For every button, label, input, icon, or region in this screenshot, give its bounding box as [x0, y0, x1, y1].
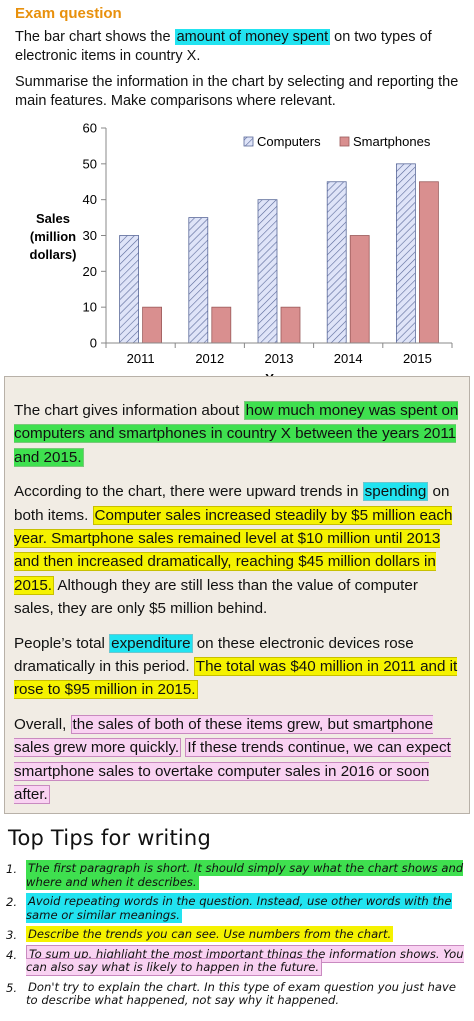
- legend-label: Smartphones: [353, 134, 431, 149]
- y-axis: 0 10 20 30 40 50 60: [83, 121, 107, 351]
- tip-item: 1. The first paragraph is short. It shoul…: [6, 860, 470, 890]
- tip-number: 3.: [6, 928, 18, 942]
- y-tick-label: 30: [83, 228, 97, 243]
- legend-swatch-computers: [243, 136, 254, 147]
- answer-paragraph-2: According to the chart, there were upwar…: [14, 480, 461, 620]
- tips-list: 1. The first paragraph is short. It shoul…: [6, 860, 470, 1014]
- question-instruction: Summarise the information in the chart b…: [15, 74, 459, 109]
- x-tick-label: 2012: [195, 351, 224, 366]
- intro-text-a: The bar chart shows the: [15, 29, 175, 45]
- answer-p2-text-a: According to the chart, there were upwar…: [14, 483, 363, 501]
- y-tick-label: 20: [83, 264, 97, 279]
- y-tick-label: 10: [83, 300, 97, 315]
- tip-item: 5. Don't try to explain the chart. In thi…: [6, 979, 470, 1008]
- bar-smartphones: [280, 306, 301, 344]
- answer-paragraph-4: Overall, the sales of both of these item…: [14, 713, 461, 807]
- x-tick-label: 2013: [265, 351, 294, 366]
- y-axis-label-line: Sales: [36, 211, 70, 226]
- bar-chart: 0 10 20 30 40 50 60 2011 2012 2013 2014 2015 Compu…: [30, 121, 453, 385]
- bar-computers: [119, 235, 139, 344]
- answer-p3-text-b: on these electronic devices rose dramati…: [14, 634, 414, 676]
- x-tick-label: 2015: [403, 351, 432, 366]
- question-intro: The bar chart shows the amount of money …: [15, 28, 467, 66]
- x-tick-label: 2011: [127, 351, 155, 366]
- bar-computers: [395, 163, 416, 344]
- bar-smartphones: [211, 306, 232, 344]
- tip-text: The first paragraph is short. It should …: [26, 860, 464, 890]
- y-tick-label: 40: [83, 192, 97, 207]
- answer-p2-text-b: on both items.: [14, 483, 450, 524]
- intro-text-b: on two types of electronic items in coun…: [15, 29, 432, 64]
- tip-text: Describe the trends you can see. Use num…: [26, 926, 394, 942]
- answer-p1-text: The chart gives information about: [14, 402, 244, 419]
- tip-item: 2. Avoid repeating words in the question.…: [6, 893, 470, 923]
- intro-highlight: amount of money spent: [174, 29, 331, 45]
- tips-title: Top Tips for writing: [8, 826, 211, 850]
- x-tick-label: 2014: [334, 351, 363, 366]
- y-tick-label: 0: [90, 336, 97, 351]
- answer-p3-text-a: People’s total: [14, 634, 110, 652]
- answer-p4-text-a: Overall,: [14, 715, 71, 733]
- x-axis: 2011 2012 2013 2014 2015: [105, 342, 453, 366]
- answer-paragraph-3: People’s total expenditure on these elec…: [14, 632, 461, 702]
- tip-item: 3. Describe the trends you can see. Use n…: [6, 926, 470, 942]
- legend-swatch-smartphones: [339, 136, 350, 147]
- y-axis-label-line: dollars): [30, 247, 77, 262]
- answer-p2-highlight-1: spending: [362, 482, 429, 502]
- bar-smartphones: [418, 181, 439, 344]
- answer-p3-highlight-1: expenditure: [109, 633, 193, 653]
- tip-number: 5.: [6, 980, 18, 995]
- tip-number: 4.: [6, 947, 18, 962]
- bar-smartphones: [349, 235, 370, 344]
- tip-text: To sum up, highlight the most important …: [26, 944, 464, 976]
- bars: [119, 163, 439, 344]
- tip-number: 2.: [6, 895, 18, 909]
- tip-number: 1.: [6, 862, 18, 876]
- bar-computers: [257, 199, 278, 344]
- bar-computers: [326, 181, 347, 344]
- exam-question-title: Exam question: [15, 5, 122, 22]
- y-tick-label: 60: [83, 121, 97, 136]
- legend-label: Computers: [257, 134, 321, 149]
- bar-computers: [188, 217, 209, 344]
- y-axis-label: Sales (million dollars): [30, 211, 77, 262]
- answer-p2-text-c: Although they are still less than the va…: [14, 576, 418, 618]
- chart-legend: Computers Smartphones: [243, 134, 431, 149]
- model-answer: The chart gives information about how mu…: [4, 376, 470, 814]
- question-section: Exam question The bar chart shows the am…: [0, 0, 474, 380]
- tip-item: 4. To sum up, highlight the most importan…: [6, 944, 470, 976]
- answer-paragraph-1: The chart gives information about how mu…: [14, 399, 461, 469]
- tip-text: Don't try to explain the chart. In this …: [26, 979, 456, 1007]
- tip-text: Avoid repeating words in the question. I…: [26, 893, 452, 923]
- y-axis-label-line: (million: [30, 229, 76, 244]
- bar-smartphones: [142, 306, 163, 344]
- y-tick-label: 50: [83, 156, 97, 171]
